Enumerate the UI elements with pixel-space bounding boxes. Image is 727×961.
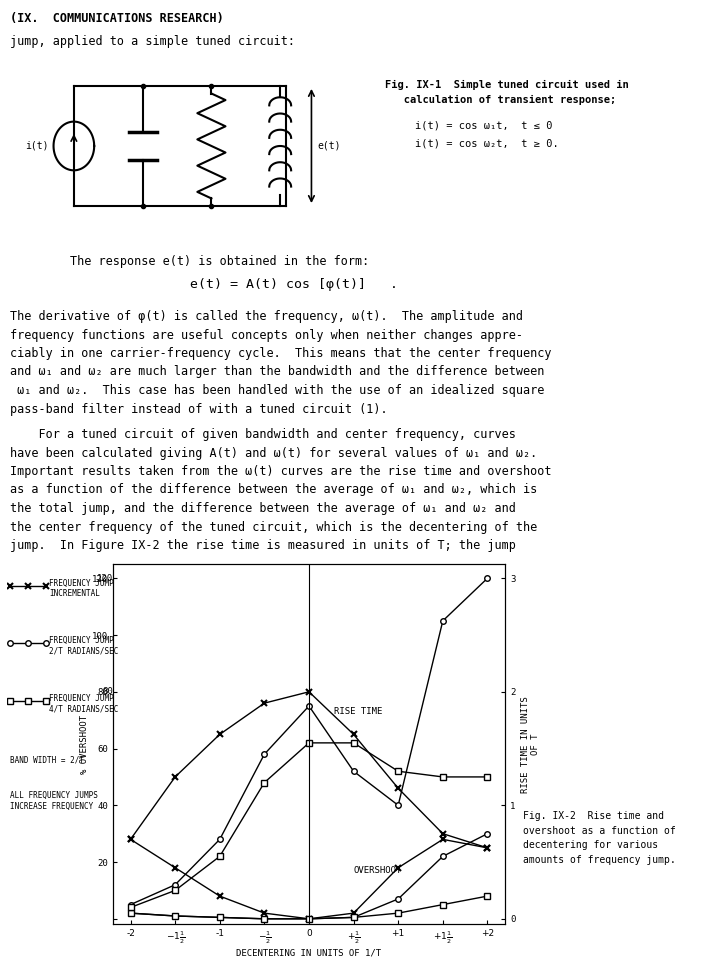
Text: For a tuned circuit of given bandwidth and center frequency, curves
have been ca: For a tuned circuit of given bandwidth a… [10,428,552,552]
Text: e(t): e(t) [318,141,341,151]
Text: FREQUENCY JUMP
INCREMENTAL: FREQUENCY JUMP INCREMENTAL [49,579,113,598]
Text: i(t) = cos ω₂t,  t ≥ 0.: i(t) = cos ω₂t, t ≥ 0. [415,138,559,148]
Text: i(t): i(t) [25,141,49,151]
Text: RISE TIME: RISE TIME [334,707,382,717]
Text: 120: 120 [97,574,113,582]
Text: calculation of transient response;: calculation of transient response; [385,95,616,105]
Text: e(t) = A(t) cos [φ(t)]   .: e(t) = A(t) cos [φ(t)] . [190,278,398,291]
Text: Fig. IX-1  Simple tuned circuit used in: Fig. IX-1 Simple tuned circuit used in [385,80,629,90]
X-axis label: DECENTERING IN UNITS OF 1/T: DECENTERING IN UNITS OF 1/T [236,949,382,958]
Text: FREQUENCY JUMP
4/T RADIANS/SEC: FREQUENCY JUMP 4/T RADIANS/SEC [49,694,119,713]
Text: OVERSHOOT: OVERSHOOT [353,867,402,875]
Text: The response e(t) is obtained in the form:: The response e(t) is obtained in the for… [70,255,369,268]
Text: 80: 80 [102,687,113,697]
Text: Fig. IX-2  Rise time and
overshoot as a function of
decentering for various
amou: Fig. IX-2 Rise time and overshoot as a f… [523,811,676,865]
Y-axis label: % OVERSHOOT: % OVERSHOOT [80,715,89,774]
Text: FREQUENCY JUMP
2/T RADIANS/SEC: FREQUENCY JUMP 2/T RADIANS/SEC [49,636,119,655]
Text: jump, applied to a simple tuned circuit:: jump, applied to a simple tuned circuit: [10,35,295,48]
Text: (IX.  COMMUNICATIONS RESEARCH): (IX. COMMUNICATIONS RESEARCH) [10,12,224,25]
Text: i(t) = cos ω₁t,  t ≤ 0: i(t) = cos ω₁t, t ≤ 0 [415,120,553,130]
Y-axis label: RISE TIME IN UNITS
OF T: RISE TIME IN UNITS OF T [521,696,540,793]
Text: ALL FREQUENCY JUMPS
INCREASE FREQUENCY: ALL FREQUENCY JUMPS INCREASE FREQUENCY [10,791,98,810]
Text: The derivative of φ(t) is called the frequency, ω(t).  The amplitude and
frequen: The derivative of φ(t) is called the fre… [10,310,552,415]
Text: BAND WIDTH = 2/T: BAND WIDTH = 2/T [10,755,84,764]
